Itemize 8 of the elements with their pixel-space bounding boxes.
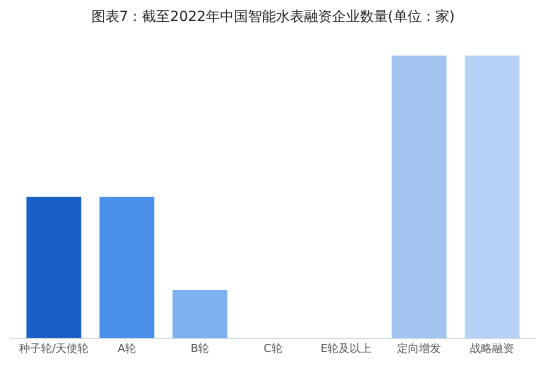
x-tick-label: 战略融资 — [470, 342, 514, 356]
x-tick-label: E轮及以上 — [320, 342, 372, 356]
x-tick-label: C轮 — [264, 342, 282, 356]
chart-title: 图表7：截至2022年中国智能水表融资企业数量(单位：家) — [91, 9, 455, 26]
x-tick-label: 种子轮/天使轮 — [18, 342, 89, 356]
x-tick-label: B轮 — [190, 342, 210, 356]
x-tick-label: 定向增发 — [397, 342, 442, 356]
x-tick-label: A轮 — [118, 342, 136, 356]
